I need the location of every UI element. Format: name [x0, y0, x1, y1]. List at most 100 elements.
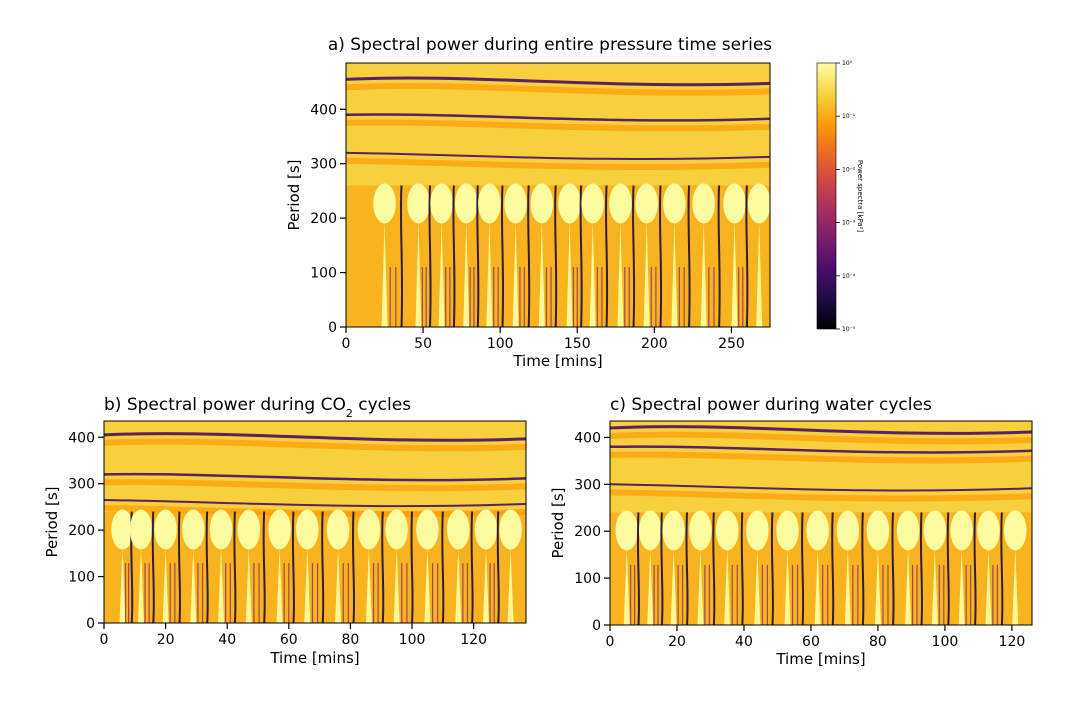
- heatmap-lobe: [268, 509, 291, 550]
- heatmap-finger: [643, 221, 650, 327]
- heatmap-lobe: [237, 509, 261, 550]
- x-tick-label: 0: [100, 632, 109, 648]
- heatmap-finger: [985, 548, 992, 625]
- heatmap-band: [609, 489, 1033, 502]
- heatmap-divider: [452, 185, 456, 328]
- heatmap-lobe: [416, 509, 439, 550]
- heatmap-lobe: [692, 183, 716, 224]
- heatmap-lobe: [326, 509, 350, 550]
- heatmap-ridge: [345, 76, 771, 87]
- heatmap-divider: [1000, 512, 1004, 626]
- heatmap-finger: [697, 548, 704, 625]
- heatmap-finger: [335, 547, 342, 623]
- heatmap-finger: [874, 548, 881, 625]
- heatmap-finger: [245, 547, 252, 623]
- heatmap-lobe: [129, 509, 153, 550]
- heatmap-lobe: [111, 509, 134, 550]
- x-tick-label: 60: [802, 634, 820, 650]
- heatmap-finger: [438, 221, 445, 327]
- heatmap-lobe: [209, 509, 233, 550]
- heatmap-divider: [410, 511, 414, 624]
- panel-c-y-ticks: 0 100 200 300 400: [574, 430, 610, 634]
- panel-a-title: a) Spectral power during entire pressure…: [328, 35, 772, 55]
- heatmap-lobe: [746, 510, 769, 551]
- panel-c-heatmap: [609, 421, 1033, 626]
- heatmap-finger: [931, 548, 938, 625]
- heatmap-finger: [623, 548, 630, 625]
- x-tick-label: 60: [280, 632, 298, 648]
- heatmap-finger: [754, 548, 761, 625]
- heatmap-finger: [365, 547, 372, 623]
- x-tick-label: 100: [932, 634, 959, 650]
- y-tick-label: 0: [592, 618, 601, 634]
- heatmap-divider: [660, 512, 664, 626]
- heatmap-lobe: [154, 509, 177, 550]
- heatmap-divider: [262, 511, 266, 624]
- heatmap-ridge: [609, 483, 1033, 492]
- heatmap-finger: [424, 547, 431, 623]
- y-tick-label: 0: [86, 616, 95, 632]
- heatmap-lobe: [950, 510, 973, 551]
- y-tick-label: 100: [574, 571, 601, 587]
- heatmap-finger: [724, 548, 731, 625]
- x-tick-label: 120: [460, 632, 487, 648]
- panel-a-ylabel: Period [s]: [285, 159, 303, 230]
- heatmap-lobe: [182, 509, 205, 550]
- heatmap-lobe: [446, 509, 470, 550]
- heatmap-divider: [919, 512, 924, 626]
- heatmap-lobe: [663, 183, 686, 224]
- heatmap-lobe: [689, 510, 712, 551]
- x-tick-label: 40: [735, 634, 753, 650]
- heatmap-lobe: [923, 510, 947, 551]
- heatmap-finger: [381, 221, 388, 327]
- heatmap-lobe: [581, 183, 604, 224]
- panel-b-title-pre: b) Spectral power during CO: [104, 395, 346, 415]
- heatmap-divider: [712, 512, 716, 626]
- x-tick-label: 120: [999, 634, 1026, 650]
- heatmap-finger: [162, 547, 169, 623]
- heatmap-finger: [566, 221, 573, 327]
- panel-c: c) Spectral power during water cycles 0 2…: [549, 395, 1033, 668]
- heatmap-divider: [151, 511, 155, 624]
- heatmap-divider: [658, 185, 663, 328]
- panel-b-y-ticks: 0 100 200 300 400: [68, 430, 104, 632]
- heatmap-finger: [463, 221, 470, 327]
- heatmap-lobe: [454, 183, 478, 224]
- heatmap-finger: [814, 548, 821, 625]
- heatmap-divider: [973, 512, 977, 626]
- heatmap-finger: [844, 548, 851, 625]
- heatmap-ridge: [345, 113, 771, 122]
- heatmap-finger: [905, 548, 912, 625]
- heatmap-divider: [861, 512, 865, 626]
- heatmap-lobe: [723, 183, 746, 224]
- heatmap-finger: [1012, 548, 1019, 625]
- heatmap-divider: [476, 185, 480, 328]
- x-tick-label: 150: [564, 336, 591, 352]
- panel-c-x-ticks: 0 20 40 60 80 100 120: [606, 625, 1026, 650]
- heatmap-divider: [500, 185, 505, 328]
- colorbar: 10⁰ 10⁻¹ 10⁻² 10⁻³ 10⁻⁴ 10⁻⁵ Power spectra [k…: [816, 60, 864, 333]
- heatmap-lobe: [662, 510, 685, 551]
- y-tick-label: 300: [574, 477, 601, 493]
- heatmap-finger: [190, 547, 197, 623]
- heatmap-band: [103, 479, 527, 492]
- heatmap-lobe: [530, 183, 554, 224]
- heatmap-finger: [670, 548, 677, 625]
- y-tick-label: 400: [68, 430, 95, 446]
- heatmap-divider: [740, 512, 744, 626]
- x-tick-label: 250: [718, 336, 745, 352]
- heatmap-divider: [428, 185, 432, 328]
- heatmap-lobe: [504, 183, 527, 224]
- heatmap-ridge: [609, 445, 1033, 454]
- heatmap-band: [345, 119, 771, 132]
- heatmap-lobe: [896, 510, 920, 551]
- colorbar-tick-label: 10⁻⁴: [842, 273, 856, 280]
- panel-a-frame: [345, 62, 771, 328]
- x-tick-label: 100: [399, 632, 426, 648]
- heatmap-lobe: [474, 509, 498, 550]
- heatmap-finger: [119, 547, 126, 623]
- x-tick-label: 50: [414, 336, 432, 352]
- heatmap-finger: [304, 547, 311, 623]
- heatmap-lobe: [866, 510, 890, 551]
